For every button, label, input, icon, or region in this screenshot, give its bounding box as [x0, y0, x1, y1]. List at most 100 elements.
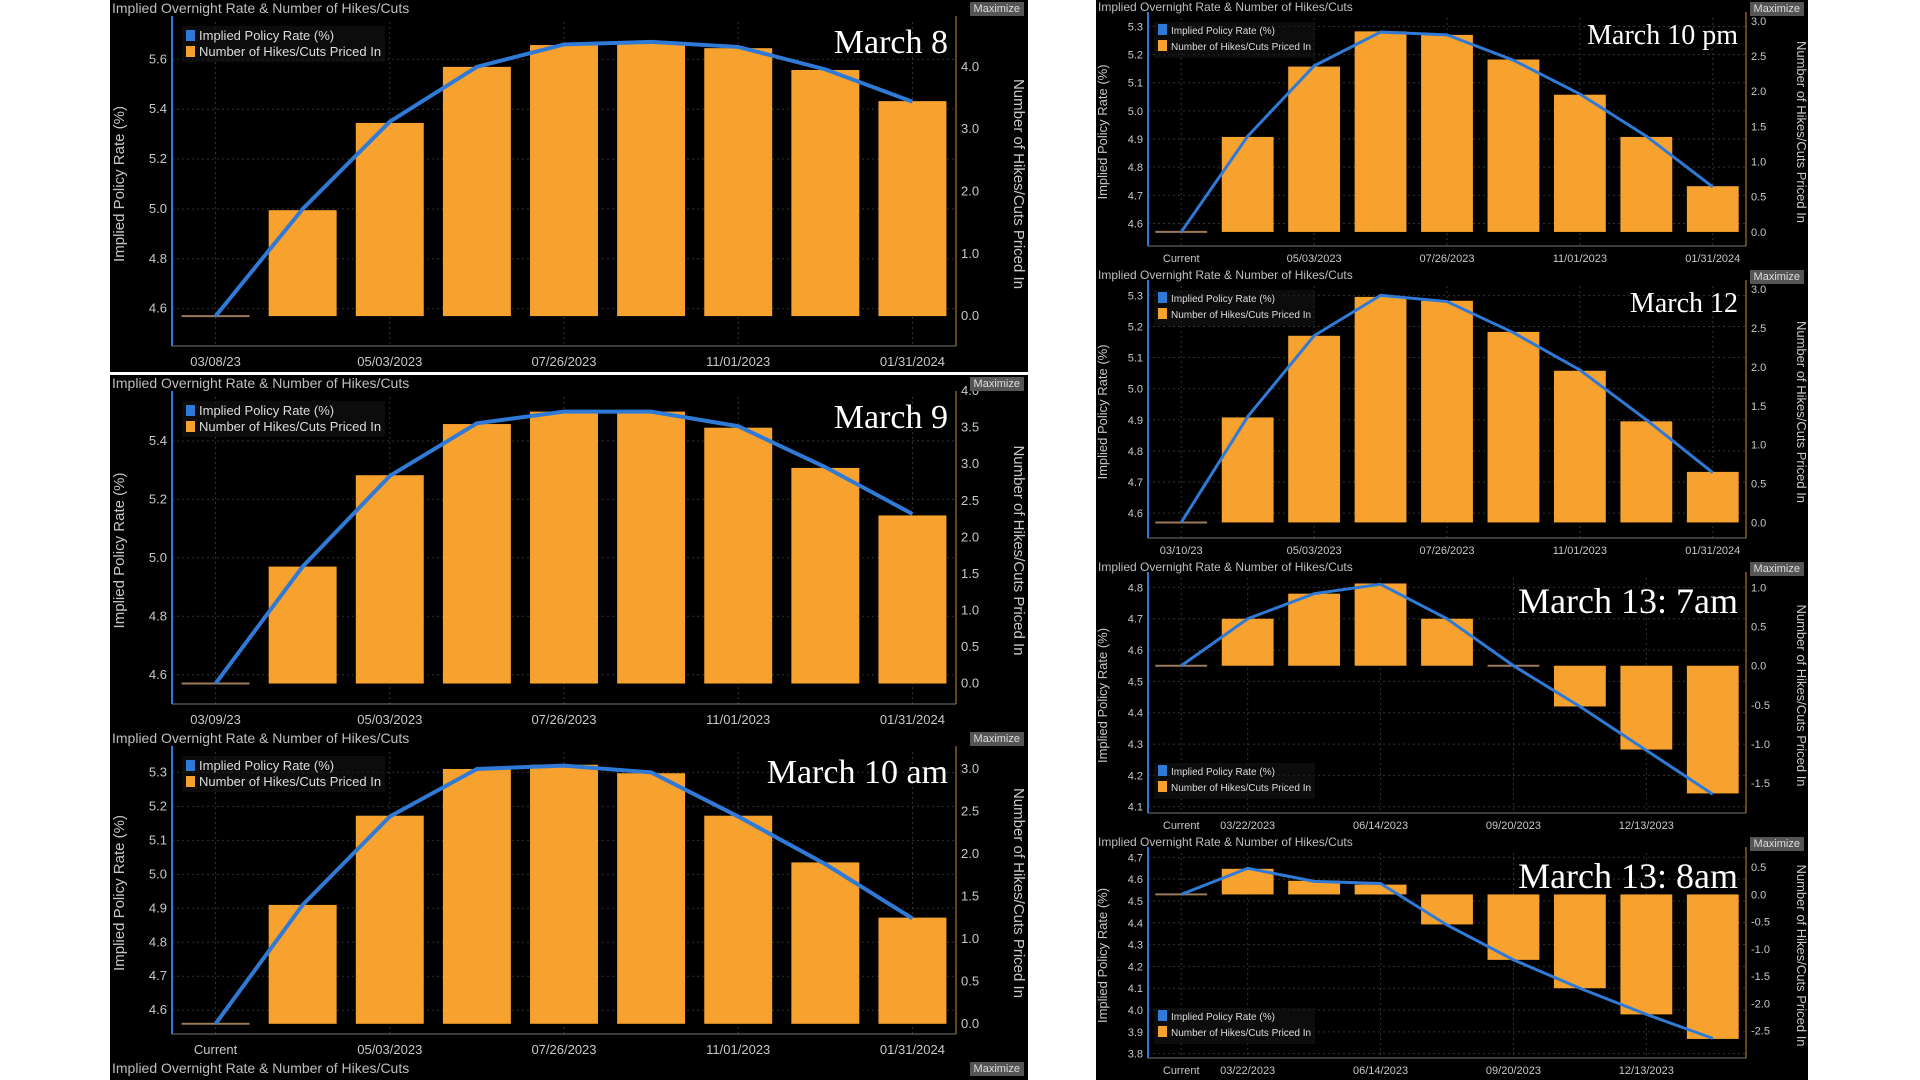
chart-date-label: March 10 am — [766, 754, 948, 791]
y2-tick-label: -0.5 — [1751, 700, 1770, 712]
y-tick-label: 4.6 — [149, 301, 167, 316]
bar-swatch-icon — [1158, 40, 1167, 51]
y2-tick-label: 1.5 — [1751, 121, 1766, 133]
bar — [1487, 331, 1540, 523]
y2-tick-label: 0.0 — [961, 308, 979, 323]
legend-item[interactable]: Implied Policy Rate (%) — [186, 758, 381, 774]
bar — [1288, 335, 1341, 523]
legend-item[interactable]: Number of Hikes/Cuts Priced In — [186, 419, 381, 435]
legend-label: Implied Policy Rate (%) — [1171, 1012, 1275, 1023]
chart-march-13-7am: 4.1 4.2 4.3 4.4 4.5 4.6 4.7 4.8 -1.5 -1.0 -0.5 0.0 0… — [1096, 560, 1808, 835]
x-tick-label: 05/03/2023 — [1287, 545, 1342, 557]
y-tick-label: 4.8 — [149, 251, 167, 266]
maximize-button[interactable]: Maximize — [969, 2, 1024, 16]
line-swatch-icon — [186, 405, 195, 416]
legend-item[interactable]: Implied Policy Rate (%) — [186, 28, 381, 44]
x-tick-label: 12/13/2023 — [1619, 1065, 1674, 1077]
bar — [1686, 894, 1739, 1039]
line-swatch-icon — [186, 760, 195, 771]
y-tick-label: 5.2 — [149, 798, 167, 813]
y2-tick-label: 0.0 — [1751, 227, 1766, 239]
y-axis-title: Implied Policy Rate (%) — [1096, 344, 1110, 479]
maximize-button[interactable]: Maximize — [1749, 837, 1804, 851]
maximize-button[interactable]: Maximize — [1749, 270, 1804, 284]
y-tick-label: 4.5 — [1128, 896, 1143, 908]
legend-item[interactable]: Number of Hikes/Cuts Priced In — [186, 44, 381, 60]
y-tick-label: 4.6 — [1128, 874, 1143, 886]
y-tick-label: 4.8 — [149, 934, 167, 949]
y2-tick-label: 1.5 — [1751, 401, 1766, 413]
bar — [530, 411, 598, 684]
y-tick-label: 5.3 — [1128, 21, 1143, 33]
y2-tick-label: 1.5 — [961, 888, 979, 903]
y2-tick-label: 4.0 — [961, 59, 979, 74]
maximize-button[interactable]: Maximize — [1749, 562, 1804, 576]
chart-march-12: 4.6 4.7 4.8 4.9 5.0 5.1 5.2 5.3 0.0 0.5 1.0 1.5 2.0 2… — [1096, 268, 1808, 560]
y2-tick-label: -1.0 — [1751, 739, 1770, 751]
rate-line — [1179, 30, 1714, 233]
y-tick-label: 4.7 — [1128, 614, 1143, 626]
y2-axis-title: Number of Hikes/Cuts Priced In — [1794, 41, 1808, 223]
legend-item[interactable]: Number of Hikes/Cuts Priced In — [1158, 308, 1311, 324]
y-tick-label: 4.3 — [1128, 739, 1143, 751]
x-tick-label: 05/03/2023 — [357, 1042, 422, 1057]
legend-item[interactable]: Implied Policy Rate (%) — [1158, 1010, 1311, 1026]
y2-tick-label: 1.5 — [961, 566, 979, 581]
y-tick-label: 5.0 — [149, 866, 167, 881]
chart-title: Implied Overnight Rate & Number of Hikes… — [112, 375, 410, 391]
legend-item[interactable]: Number of Hikes/Cuts Priced In — [1158, 781, 1311, 797]
line-swatch-icon — [1158, 24, 1167, 35]
maximize-button[interactable]: Maximize — [969, 732, 1024, 746]
x-tick-label: 07/26/2023 — [531, 712, 596, 727]
y-tick-label: 5.2 — [149, 151, 167, 166]
y2-axis-title: Number of Hikes/Cuts Priced In — [1010, 445, 1027, 655]
y-tick-label: 5.6 — [149, 51, 167, 66]
legend-label: Implied Policy Rate (%) — [1171, 767, 1275, 778]
bar — [1421, 618, 1473, 666]
legend-label: Implied Policy Rate (%) — [199, 28, 335, 43]
bar — [1620, 136, 1673, 232]
x-tick-label: 03/22/2023 — [1220, 820, 1275, 832]
y2-tick-label: 0.0 — [1751, 661, 1766, 673]
bar — [1487, 894, 1540, 960]
bar — [1421, 894, 1473, 925]
y2-tick-label: -2.0 — [1751, 998, 1770, 1010]
legend: Implied Policy Rate (%) Number of Hikes/C… — [1154, 22, 1316, 58]
maximize-button[interactable]: Maximize — [1749, 2, 1804, 16]
y-tick-label: 5.3 — [149, 764, 167, 779]
x-tick-label: 06/14/2023 — [1353, 820, 1408, 832]
legend-item[interactable]: Implied Policy Rate (%) — [1158, 765, 1311, 781]
chart-title: Implied Overnight Rate & Number of Hikes… — [112, 0, 410, 16]
chart-svg: 3.8 3.9 4.0 4.1 4.2 4.3 4.4 4.5 4.6 4.7 -2.5 -2.0 -1… — [1096, 847, 1808, 1077]
bar — [1686, 471, 1739, 523]
y-tick-label: 4.5 — [1128, 676, 1143, 688]
maximize-button[interactable]: Maximize — [969, 1062, 1024, 1076]
bar — [1487, 59, 1540, 232]
legend-item[interactable]: Number of Hikes/Cuts Priced In — [1158, 1026, 1311, 1042]
bar — [1553, 665, 1606, 707]
y-tick-label: 4.6 — [149, 1002, 167, 1017]
y-tick-label: 4.4 — [1128, 708, 1143, 720]
bar — [1354, 884, 1407, 895]
x-tick-label: 01/31/2024 — [880, 712, 945, 727]
legend-item[interactable]: Number of Hikes/Cuts Priced In — [186, 774, 381, 790]
x-tick-label: 11/01/2023 — [706, 1042, 770, 1057]
legend-item[interactable]: Implied Policy Rate (%) — [1158, 292, 1311, 308]
legend-label: Number of Hikes/Cuts Priced In — [1171, 42, 1312, 53]
bar — [878, 917, 947, 1024]
bar — [355, 815, 424, 1024]
bar — [1288, 66, 1341, 232]
x-tick-label: Current — [194, 1042, 238, 1057]
legend-item[interactable]: Implied Policy Rate (%) — [186, 403, 381, 419]
legend-item[interactable]: Number of Hikes/Cuts Priced In — [1158, 40, 1311, 56]
y2-axis-title: Number of Hikes/Cuts Priced In — [1010, 788, 1027, 998]
maximize-button[interactable]: Maximize — [969, 377, 1024, 391]
y2-tick-label: 0.0 — [961, 1016, 979, 1031]
chart-date-label: March 10 pm — [1587, 20, 1738, 51]
line-swatch-icon — [1158, 765, 1167, 776]
y2-axis-title: Number of Hikes/Cuts Priced In — [1794, 604, 1808, 786]
y2-tick-label: 0.5 — [1751, 192, 1766, 204]
legend-item[interactable]: Implied Policy Rate (%) — [1158, 24, 1311, 40]
rate-line — [1179, 293, 1714, 524]
x-tick-label: Current — [1163, 1065, 1200, 1077]
